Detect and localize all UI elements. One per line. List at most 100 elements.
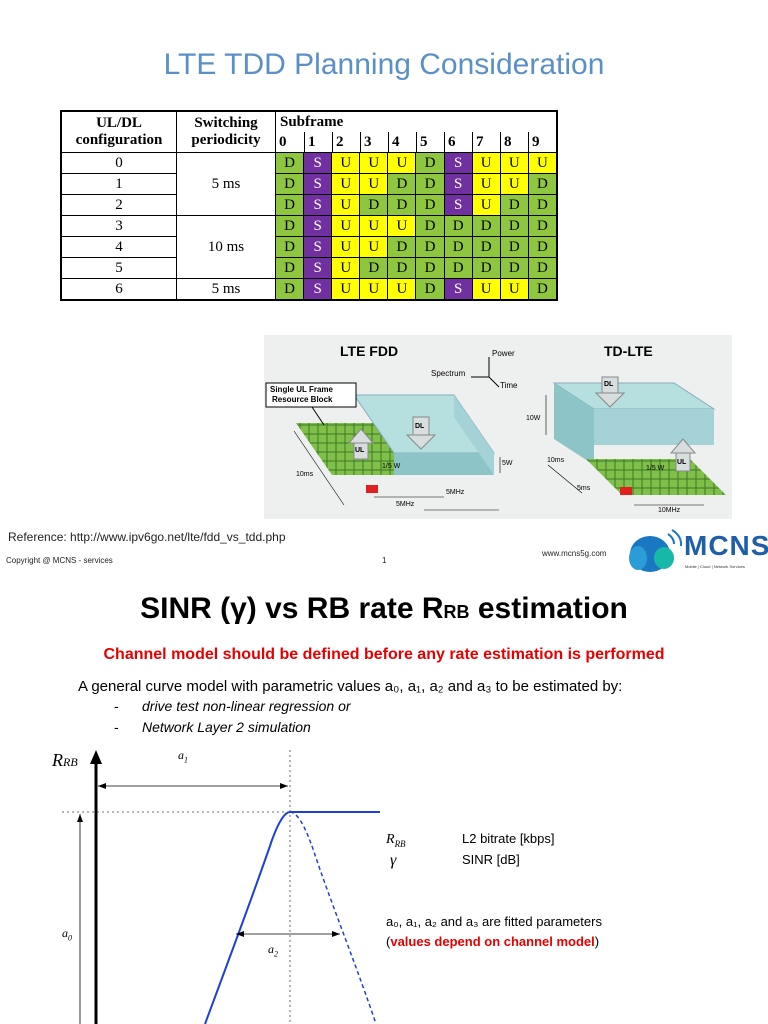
subframe-cell: D bbox=[527, 257, 558, 279]
legend-fitted-params: a₀, a₁, a₂ and a₃ are fitted parameters bbox=[386, 914, 602, 929]
a1-label: a1 bbox=[178, 748, 188, 765]
legend-rrb-desc: L2 bitrate [kbps] bbox=[462, 831, 555, 846]
callout-line2: Resource Block bbox=[272, 395, 333, 404]
tdd-dl-power: 10W bbox=[526, 415, 541, 422]
cloud-icon bbox=[629, 529, 683, 572]
config-number: 5 bbox=[60, 257, 177, 279]
subframe-number: 9 bbox=[528, 132, 556, 152]
subframe-cell: U bbox=[331, 236, 361, 258]
axis-time-label: Time bbox=[500, 381, 518, 390]
subframe-cell: D bbox=[499, 215, 529, 237]
subframe-cell: D bbox=[415, 152, 445, 174]
subframe-cell: U bbox=[499, 152, 529, 174]
tdd-ul-power: 1/5 W bbox=[646, 465, 665, 472]
subframe-cell: U bbox=[359, 215, 389, 237]
subframe-cell: S bbox=[443, 152, 473, 174]
tdd-single-rb bbox=[620, 487, 632, 495]
axis-spectrum-label: Spectrum bbox=[431, 369, 466, 378]
subframe-cell: U bbox=[471, 152, 501, 174]
subframe-cell: U bbox=[331, 194, 361, 216]
subframe-cell: U bbox=[359, 173, 389, 195]
logo-tagline: Mobile | Cloud | Network Services bbox=[685, 564, 745, 569]
subframe-cell: U bbox=[359, 152, 389, 174]
subframe-cell: D bbox=[527, 278, 558, 301]
subframe-number: 3 bbox=[360, 132, 388, 152]
legend-channel-note: (values depend on channel model) bbox=[386, 934, 600, 949]
subframe-cell: U bbox=[359, 278, 389, 301]
subframe-cell: D bbox=[415, 194, 445, 216]
subframe-cell: U bbox=[331, 215, 361, 237]
subframe-cell: D bbox=[274, 236, 305, 258]
fdd-bw-label-2: 5MHz bbox=[396, 501, 415, 508]
a0-label: a0 bbox=[62, 926, 72, 943]
fdd-dl-label: DL bbox=[415, 423, 425, 430]
subframe-cell: D bbox=[415, 278, 445, 301]
subframe-cell: U bbox=[471, 194, 501, 216]
subframe-cell: U bbox=[499, 173, 529, 195]
subframe-cell: D bbox=[274, 278, 305, 301]
subframe-number: 2 bbox=[332, 132, 360, 152]
subframe-cell: D bbox=[499, 236, 529, 258]
subframe-cell: D bbox=[274, 257, 305, 279]
subframe-cell: D bbox=[415, 173, 445, 195]
subframe-cell: D bbox=[443, 257, 473, 279]
subframe-cell: D bbox=[527, 236, 558, 258]
subframe-cell: D bbox=[387, 257, 417, 279]
subframe-cell: D bbox=[387, 194, 417, 216]
callout-box bbox=[265, 382, 357, 408]
mcns-logo: MCNS Mobile | Cloud | Network Services bbox=[628, 528, 768, 574]
title-end: estimation bbox=[469, 592, 628, 625]
tdd-resource-grid bbox=[586, 459, 726, 495]
legend-gamma-symbol: γ bbox=[390, 852, 397, 869]
subframe-cell: U bbox=[387, 152, 417, 174]
subframe-number: 6 bbox=[444, 132, 472, 152]
header-config-line2: configuration bbox=[75, 132, 163, 148]
tdd-time-label-2: 5ms bbox=[577, 485, 591, 492]
subframe-cell: D bbox=[443, 215, 473, 237]
curve-mirror-dashed bbox=[289, 811, 377, 1024]
subframe-number: 7 bbox=[472, 132, 500, 152]
fdd-bw-label-1: 5MHz bbox=[446, 489, 465, 496]
subframe-number: 0 bbox=[279, 134, 287, 150]
bullet-item-2: - Network Layer 2 simulation bbox=[114, 719, 311, 735]
tdd-time-label-1: 10ms bbox=[547, 457, 565, 464]
subframe-cell: D bbox=[471, 257, 501, 279]
subframe-cell: U bbox=[387, 215, 417, 237]
subframe-cell: S bbox=[443, 194, 473, 216]
header-config-line1: UL/DL bbox=[96, 115, 142, 131]
subframe-cell: U bbox=[499, 278, 529, 301]
page-number: 1 bbox=[382, 556, 387, 565]
subframe-cell: D bbox=[274, 215, 305, 237]
bullet-item-1: - drive test non-linear regression or bbox=[114, 698, 351, 714]
legend-gamma-desc: SINR [dB] bbox=[462, 852, 520, 867]
subframe-cell: D bbox=[387, 173, 417, 195]
subframe-cell: D bbox=[499, 257, 529, 279]
tdd-config-row: 3 10 ms D S U U U D D D D D bbox=[60, 215, 558, 279]
general-curve-text: A general curve model with parametric va… bbox=[78, 678, 623, 695]
subframe-cell: U bbox=[331, 152, 361, 174]
fdd-ul-label: UL bbox=[355, 447, 365, 454]
header-switching-periodicity: Switching periodicity bbox=[176, 110, 276, 153]
title-subscript: RB bbox=[443, 602, 470, 622]
subframe-cell: U bbox=[331, 278, 361, 301]
legend-rrb-symbol: RRB bbox=[386, 832, 406, 849]
subframe-cell: S bbox=[303, 257, 333, 279]
fdd-dl-block-front bbox=[394, 453, 494, 475]
channel-model-warning: Channel model should be defined before a… bbox=[103, 646, 665, 663]
config-number: 4 bbox=[60, 236, 177, 258]
axis-power-label: Power bbox=[492, 349, 515, 358]
config-number: 0 bbox=[60, 152, 177, 174]
subframe-cell: S bbox=[303, 152, 333, 174]
sinr-curve-graph bbox=[62, 750, 380, 1024]
y-axis-label: RRB bbox=[52, 750, 78, 770]
fdd-time-label: 10ms bbox=[296, 471, 314, 478]
subframe-cell: D bbox=[527, 173, 558, 195]
subframe-number: 1 bbox=[304, 132, 332, 152]
subframe-cell: U bbox=[471, 173, 501, 195]
tdd-ul-label: UL bbox=[677, 459, 687, 466]
website-text: www.mcns5g.com bbox=[542, 549, 607, 558]
copyright-text: Copyright @ MCNS - services bbox=[6, 556, 113, 565]
